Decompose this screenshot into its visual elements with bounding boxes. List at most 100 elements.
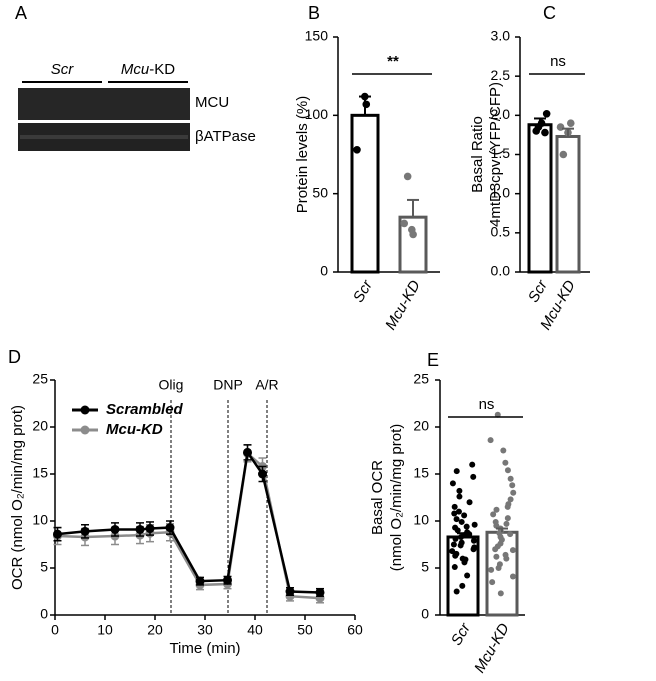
x-tick-label: 40 <box>247 622 263 638</box>
x-tick-label: 30 <box>197 622 213 638</box>
x-tick-label: 60 <box>347 622 363 638</box>
data-point <box>492 518 499 525</box>
data-point <box>453 468 460 475</box>
data-point <box>470 537 477 544</box>
data-point <box>566 119 575 127</box>
data-point <box>488 566 495 573</box>
event-label: DNP <box>213 377 243 393</box>
lane-label-part: Scr <box>51 61 75 78</box>
data-point <box>353 146 361 154</box>
data-point <box>496 530 503 537</box>
data-point <box>469 461 476 468</box>
series-line <box>57 449 321 594</box>
data-point <box>451 503 458 510</box>
y-tick-label: 5 <box>40 559 48 575</box>
data-point <box>453 550 460 557</box>
data-point <box>502 459 509 466</box>
x-tick-label: Mcu-KD <box>471 620 513 676</box>
data-point <box>451 564 458 571</box>
y-tick-label: 15 <box>413 465 429 481</box>
data-point <box>507 496 514 503</box>
y-axis-label: Basal Ratio <box>469 116 486 193</box>
x-tick-label: 50 <box>297 622 313 638</box>
data-point <box>493 553 500 560</box>
lane-label: Scr <box>51 61 75 78</box>
data-point <box>456 493 463 500</box>
data-point <box>507 475 514 482</box>
data-point <box>532 127 541 135</box>
data-point <box>453 516 460 523</box>
data-point <box>455 508 462 515</box>
panel-label: E <box>427 350 439 370</box>
panel-label: D <box>8 347 21 367</box>
y-tick-label: 1.0 <box>491 184 511 200</box>
data-point <box>504 503 511 510</box>
panel-label: B <box>308 3 320 23</box>
y-axis-label: 4mtD3cpv (YFP/CFP) <box>487 82 504 227</box>
data-point <box>453 588 460 595</box>
data-point <box>456 487 463 494</box>
data-point <box>285 587 295 596</box>
data-point <box>509 573 516 580</box>
data-point <box>507 531 514 538</box>
data-point <box>450 541 457 548</box>
data-point <box>457 542 464 549</box>
y-tick-label: 10 <box>32 512 48 528</box>
data-point <box>452 524 459 531</box>
y-tick-label: 3.0 <box>491 28 511 44</box>
bar <box>555 134 581 274</box>
bar <box>527 123 553 274</box>
x-tick-label: Scr <box>448 620 474 649</box>
data-point <box>243 447 252 457</box>
data-point <box>487 437 494 444</box>
data-point <box>223 575 232 585</box>
data-point <box>449 480 456 487</box>
y-tick-label: 1.5 <box>491 145 511 161</box>
data-point <box>459 582 466 589</box>
data-point <box>497 590 504 597</box>
data-point <box>110 524 120 534</box>
data-point <box>502 551 509 558</box>
data-point <box>493 506 500 513</box>
x-tick-label: 0 <box>51 622 59 638</box>
y-tick-label: 20 <box>32 418 48 434</box>
y-tick-label: 100 <box>305 106 329 122</box>
y-tick-label: 25 <box>32 371 48 387</box>
significance-label: ns <box>479 396 495 413</box>
data-point <box>464 572 471 579</box>
data-point <box>500 447 507 454</box>
y-tick-label: 5 <box>421 559 429 575</box>
y-tick-label: 0 <box>421 606 429 622</box>
y-tick-label: 0.5 <box>491 224 511 240</box>
blot-band-mcu <box>18 88 190 120</box>
y-axis-label: Basal OCR <box>369 460 386 535</box>
x-axis-label: Time (min) <box>169 640 240 657</box>
data-point <box>80 526 90 536</box>
data-point <box>470 473 477 480</box>
y-tick-label: 2.5 <box>491 67 511 83</box>
data-point <box>403 172 412 181</box>
data-point <box>466 499 473 506</box>
data-point <box>362 100 371 109</box>
significance-label: ns <box>550 53 566 70</box>
data-point <box>492 546 499 553</box>
data-point <box>556 123 565 131</box>
data-point <box>462 556 469 563</box>
x-tick-label: Scr <box>525 277 551 306</box>
data-point <box>495 565 502 571</box>
data-point <box>409 230 417 239</box>
blot-panel <box>18 81 190 151</box>
panel-label: C <box>543 3 556 23</box>
data-point <box>400 219 409 228</box>
y-tick-label: 10 <box>413 512 429 528</box>
band-label: βATPase <box>195 128 256 145</box>
bar <box>350 113 380 274</box>
lane-label-part: Mcu <box>121 61 150 78</box>
data-point <box>145 524 155 534</box>
y-tick-label: 20 <box>413 418 429 434</box>
data-point <box>503 520 510 527</box>
y-tick-label: 150 <box>305 28 329 44</box>
band-label: MCU <box>195 94 229 111</box>
data-point <box>315 587 325 597</box>
